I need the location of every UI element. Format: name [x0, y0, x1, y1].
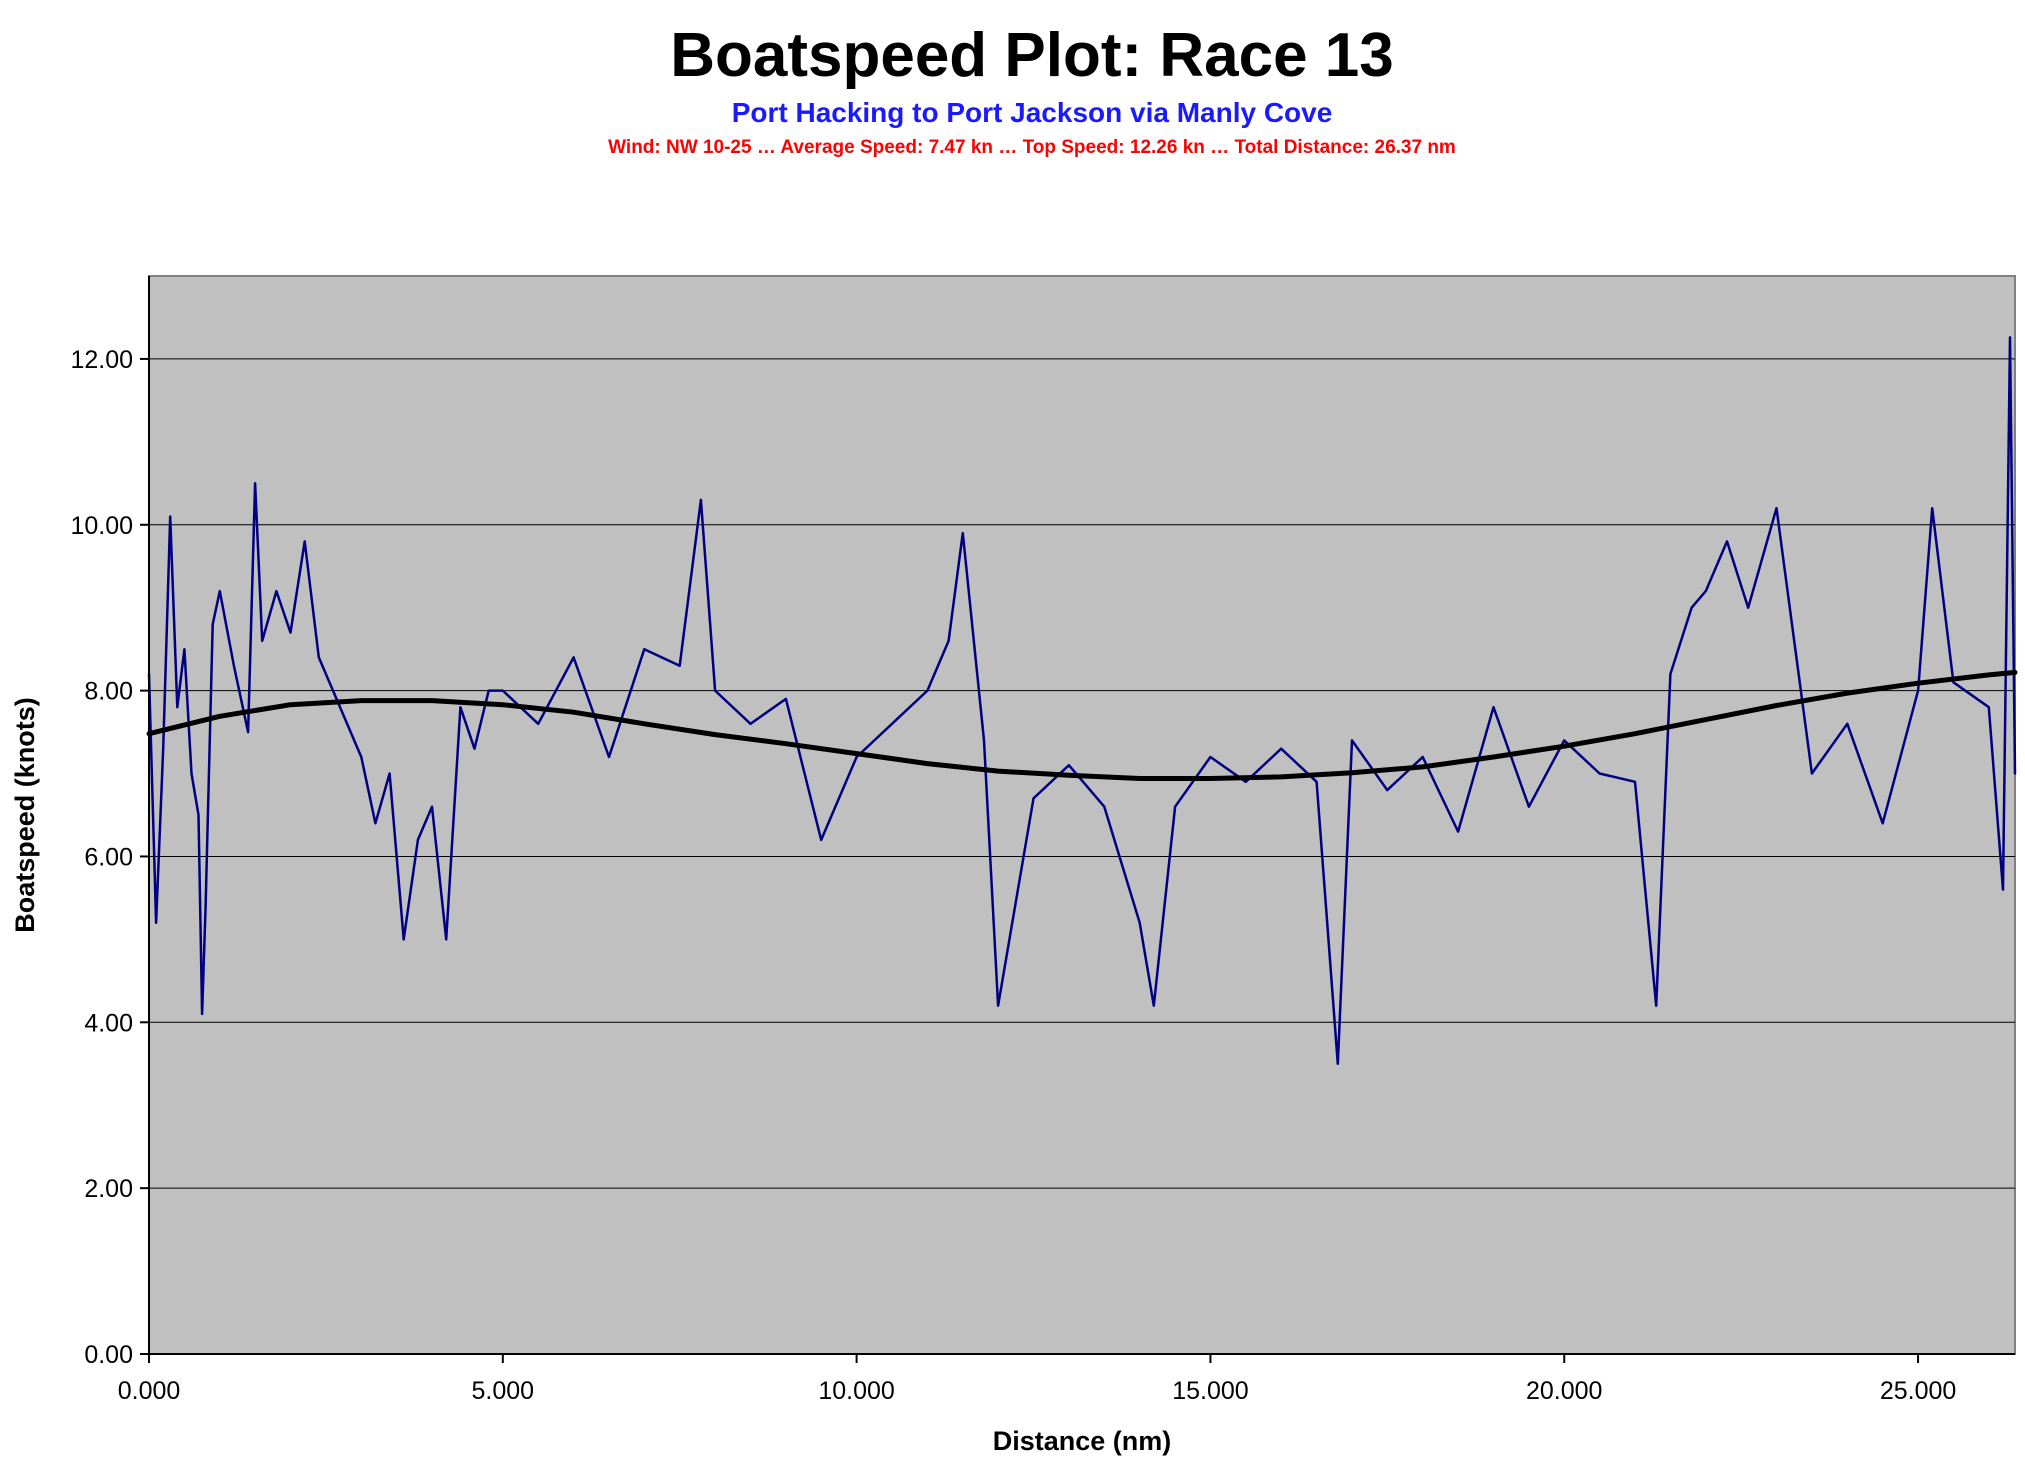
chart-info-line: Wind: NW 10-25 … Average Speed: 7.47 kn …: [608, 137, 1456, 158]
x-tick-label: 20.000: [1526, 1377, 1602, 1405]
y-tick-label: 2.00: [84, 1175, 133, 1203]
grid-lines: [149, 358, 2015, 1189]
x-axis-label: Distance (nm): [993, 1426, 1172, 1456]
trend-line: [146, 669, 2018, 781]
y-tick-label: 0.00: [84, 1341, 133, 1369]
y-axis-ticks: 0.00 2.00 4.00 6.00 8.00 10.00 12.00: [70, 346, 149, 1369]
boatspeed-line: [147, 336, 2017, 1066]
x-tick-label: 25.000: [1880, 1377, 1956, 1405]
plot-area: [148, 275, 2016, 1355]
x-axis-ticks: 0.000 5.000 10.000 15.000 20.000 25.000: [118, 1354, 1956, 1405]
x-tick-label: 0.000: [118, 1377, 181, 1405]
chart-subtitle: Port Hacking to Port Jackson via Manly C…: [732, 97, 1333, 128]
y-tick-label: 12.00: [70, 346, 133, 374]
y-tick-label: 6.00: [84, 843, 133, 871]
x-tick-label: 10.000: [818, 1377, 894, 1405]
x-tick-label: 5.000: [472, 1377, 535, 1405]
y-tick-label: 4.00: [84, 1009, 133, 1037]
chart-title: Boatspeed Plot: Race 13: [670, 21, 1394, 90]
y-axis-label: Boatspeed (knots): [10, 697, 40, 933]
x-tick-label: 15.000: [1172, 1377, 1248, 1405]
y-tick-label: 10.00: [70, 512, 133, 540]
series-group: [146, 336, 2018, 1066]
y-tick-label: 8.00: [84, 678, 133, 706]
